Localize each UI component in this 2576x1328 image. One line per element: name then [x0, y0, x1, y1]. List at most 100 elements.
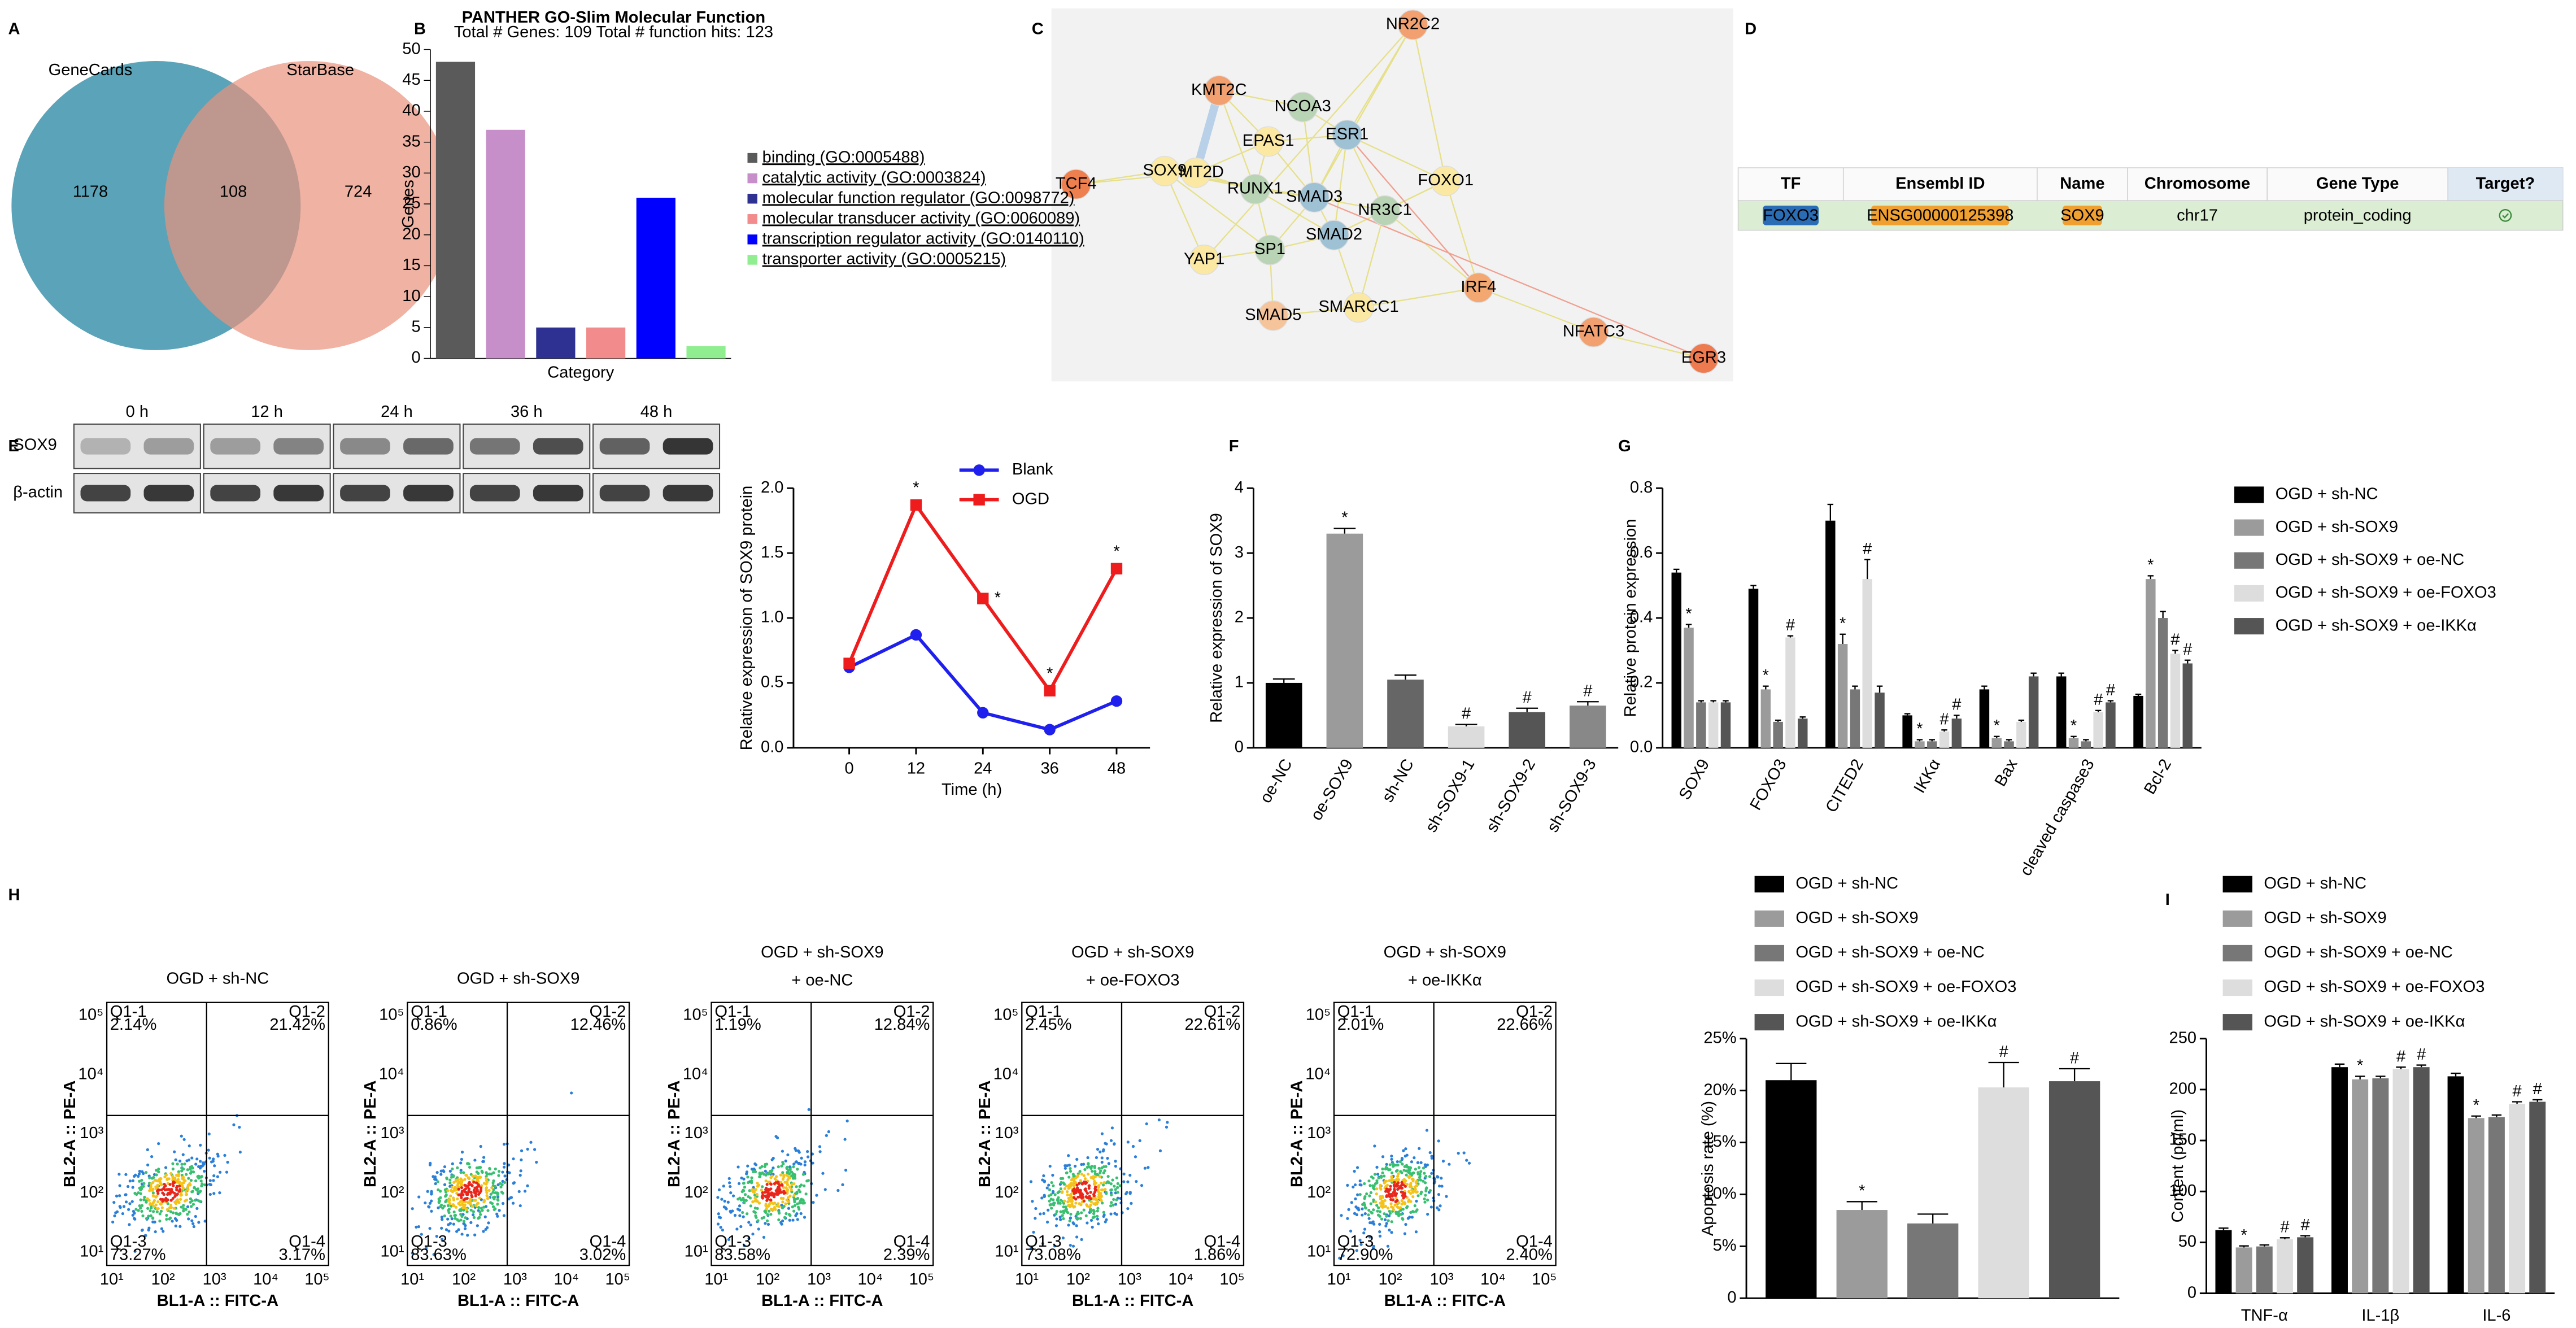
event-dot	[1106, 1175, 1110, 1178]
event-dot	[735, 1227, 739, 1231]
event-dot	[1070, 1203, 1074, 1206]
event-dot	[1383, 1181, 1386, 1185]
event-dot	[1090, 1169, 1094, 1173]
event-dot	[1411, 1179, 1415, 1183]
event-dot	[727, 1238, 730, 1241]
event-dot	[191, 1222, 195, 1226]
event-dot	[160, 1227, 164, 1230]
significance-mark: #	[1999, 1043, 2009, 1061]
event-dot	[474, 1194, 477, 1198]
event-dot	[786, 1153, 790, 1157]
event-dot	[784, 1202, 787, 1205]
network-node	[1204, 75, 1235, 106]
event-dot	[765, 1219, 769, 1222]
significance-mark: *	[1763, 667, 1769, 685]
flow-y-tick-label: 10²	[381, 1183, 404, 1201]
event-dot	[452, 1222, 455, 1226]
event-dot	[801, 1173, 805, 1176]
event-dot	[738, 1204, 742, 1208]
flow-x-tick-label: 10²	[756, 1270, 779, 1288]
quadrant-name: Q1-1	[1025, 1003, 1062, 1021]
event-dot	[1029, 1180, 1033, 1183]
event-dot	[474, 1181, 478, 1185]
event-dot	[162, 1192, 166, 1196]
event-dot	[741, 1211, 744, 1214]
event-dot	[781, 1150, 784, 1153]
blot-band	[143, 438, 194, 455]
event-dot	[1097, 1195, 1100, 1199]
event-dot	[175, 1218, 178, 1222]
quadrant-percent: 12.46%	[570, 1016, 626, 1034]
significance-mark: #	[1523, 689, 1532, 707]
y-tick-label: 25%	[1703, 1029, 1736, 1047]
significance-mark: #	[2170, 631, 2180, 649]
event-dot	[487, 1221, 490, 1225]
event-dot	[756, 1219, 760, 1222]
event-dot	[791, 1205, 794, 1209]
event-dot	[468, 1165, 472, 1169]
event-dot	[472, 1199, 476, 1202]
flow-x-tick-label: 10¹	[1015, 1270, 1039, 1288]
event-dot	[812, 1201, 815, 1204]
event-dot	[485, 1187, 488, 1191]
event-dot	[726, 1200, 730, 1204]
legend-swatch	[1754, 910, 1784, 927]
event-dot	[1093, 1170, 1097, 1173]
network-node	[1299, 182, 1330, 213]
event-dot	[189, 1168, 192, 1171]
event-dot	[468, 1177, 471, 1181]
flow-y-tick-label: 10¹	[80, 1243, 103, 1261]
bar	[686, 346, 726, 359]
event-dot	[1352, 1185, 1355, 1188]
event-dot	[795, 1212, 799, 1216]
event-dot	[155, 1194, 159, 1198]
flow-x-label: BL1-A :: FITC-A	[157, 1292, 278, 1310]
y-tick-label: 1	[1235, 673, 1244, 691]
network-node-label: IRF4	[1461, 278, 1496, 296]
event-dot	[182, 1178, 186, 1182]
event-dot	[180, 1134, 183, 1138]
event-dot	[1409, 1192, 1413, 1195]
significance-mark: *	[1994, 717, 2000, 735]
event-dot	[1361, 1213, 1364, 1217]
event-dot	[1034, 1217, 1037, 1220]
event-dot	[782, 1162, 785, 1166]
bar	[1798, 719, 1808, 748]
bar	[2392, 1069, 2409, 1294]
event-dot	[1051, 1191, 1055, 1194]
event-dot	[499, 1185, 503, 1188]
network-edge	[1384, 210, 1479, 289]
event-dot	[787, 1213, 791, 1216]
event-dot	[207, 1132, 211, 1136]
event-dot	[463, 1178, 467, 1181]
event-dot	[782, 1190, 786, 1193]
event-dot	[448, 1198, 451, 1201]
event-dot	[1422, 1179, 1425, 1183]
event-dot	[133, 1249, 137, 1253]
event-dot	[518, 1173, 522, 1177]
quadrant-percent: 72.90%	[1337, 1246, 1393, 1264]
event-dot	[443, 1165, 447, 1169]
legend-marker	[973, 494, 985, 506]
event-dot	[1371, 1220, 1375, 1223]
event-dot	[1357, 1207, 1360, 1210]
event-dot	[1063, 1187, 1067, 1190]
significance-mark: #	[2513, 1082, 2522, 1100]
event-dot	[1383, 1218, 1387, 1222]
event-dot	[1067, 1223, 1070, 1227]
event-dot	[448, 1181, 452, 1185]
event-dot	[164, 1166, 168, 1169]
event-dot	[190, 1219, 194, 1222]
event-dot	[487, 1188, 491, 1192]
event-dot	[178, 1185, 181, 1188]
event-dot	[1100, 1201, 1104, 1205]
event-dot	[177, 1174, 180, 1178]
event-dot	[1379, 1197, 1383, 1201]
table-header-text: Gene Type	[2316, 175, 2399, 193]
network-node-label: NCOA3	[1275, 97, 1331, 115]
event-dot	[1096, 1147, 1100, 1151]
x-axis-label: Time (h)	[942, 781, 1002, 799]
event-dot	[749, 1223, 752, 1227]
event-dot	[747, 1181, 750, 1185]
